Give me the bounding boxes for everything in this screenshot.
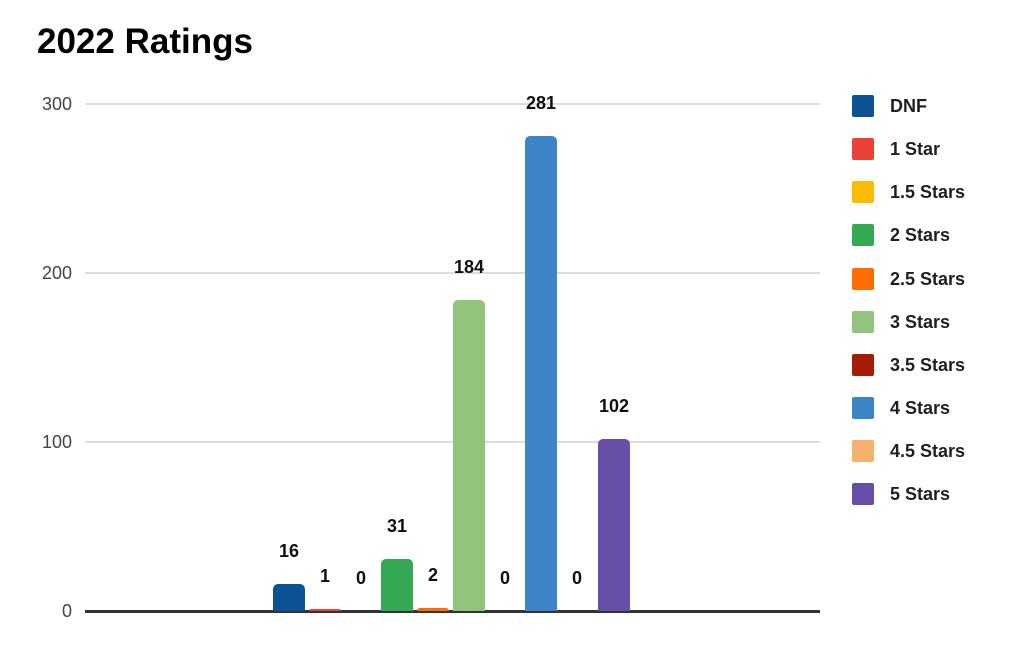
chart-title: 2022 Ratings [37,22,253,61]
bar-value-label: 0 [499,568,510,588]
bar-value-label: 16 [278,541,300,561]
bar-value-label: 281 [525,93,557,113]
legend-swatch [852,483,874,505]
bar-value-label: 102 [598,396,630,416]
bar-value-label: 2 [427,565,438,585]
y-axis-tick-label: 100 [41,432,72,452]
legend-item: 1 Star [852,138,940,160]
legend-swatch [852,224,874,246]
legend-swatch [852,354,874,376]
legend-label: 4 Stars [890,398,951,418]
legend-item: 1.5 Stars [852,181,965,203]
legend-item: 3 Stars [852,311,950,333]
bar-value-label: 1 [319,566,330,586]
legend-item: 2 Stars [852,224,950,246]
bar [453,300,485,611]
legend-label: DNF [890,96,927,116]
legend-item: 3.5 Stars [852,354,965,376]
legend-label: 5 Stars [890,484,951,504]
legend-swatch [852,311,874,333]
legend-item: 4.5 Stars [852,440,965,462]
legend-label: 2.5 Stars [890,269,966,289]
legend-swatch [852,138,874,160]
bar-value-label: 31 [386,516,408,536]
legend-label: 1.5 Stars [890,182,966,202]
bar-value-label: 0 [571,568,582,588]
legend-swatch [852,268,874,290]
bar [598,439,630,611]
legend-label: 2 Stars [890,225,951,245]
legend-label: 3 Stars [890,312,951,332]
legend-swatch [852,440,874,462]
x-axis-line [85,610,820,613]
y-axis-tick-label: 300 [41,94,72,114]
legend-swatch [852,95,874,117]
gridline [85,103,820,105]
legend-label: 3.5 Stars [890,355,966,375]
legend-swatch [852,397,874,419]
legend-item: 5 Stars [852,483,950,505]
legend-item: 4 Stars [852,397,950,419]
bar-value-label: 184 [453,257,485,277]
legend-label: 1 Star [890,139,941,159]
bar [417,608,449,611]
legend-swatch [852,181,874,203]
gridline [85,441,820,443]
legend-item: 2.5 Stars [852,268,965,290]
legend-item: DNF [852,95,927,117]
bar [273,584,305,611]
bar-value-label: 0 [355,568,366,588]
bar [381,559,413,611]
legend-label: 4.5 Stars [890,441,966,461]
bar [309,609,341,611]
gridline [85,272,820,274]
y-axis-tick-label: 200 [41,263,72,283]
y-axis-tick-label: 0 [61,601,72,621]
bar [525,136,557,611]
